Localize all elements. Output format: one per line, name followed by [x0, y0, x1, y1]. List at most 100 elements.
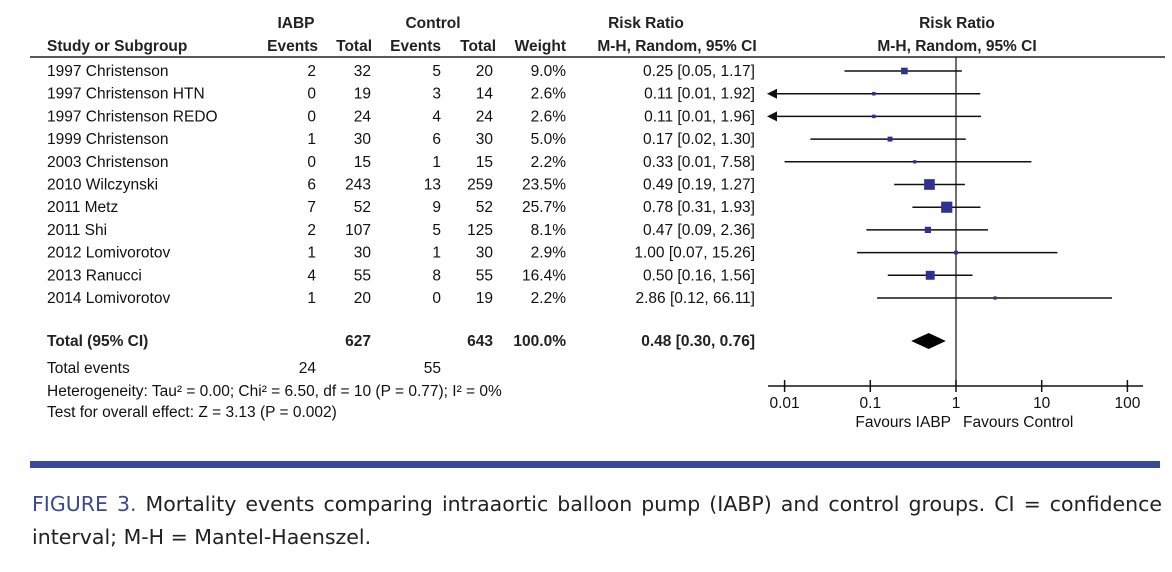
- header-iabp-total: Total: [336, 38, 372, 55]
- iabp-total: 243: [345, 177, 371, 194]
- study-weight: 16.4%: [522, 267, 566, 284]
- control-total: 125: [467, 222, 493, 239]
- caption-text: Mortality events comparing intraaortic b…: [32, 492, 1163, 549]
- control-total: 30: [476, 131, 494, 148]
- control-total: 24: [476, 108, 494, 125]
- header-iabp-events: Events: [267, 38, 318, 55]
- study-weight: 8.1%: [531, 222, 567, 239]
- pooled-diamond: [911, 333, 946, 349]
- study-weight: 25.7%: [522, 199, 566, 216]
- risk-ratio-ci: 0.47 [0.09, 2.36]: [643, 222, 755, 239]
- study-name: 2013 Ranucci: [47, 267, 142, 284]
- point-estimate-marker: [924, 226, 932, 234]
- iabp-total: 107: [345, 222, 371, 239]
- control-events: 1: [432, 154, 441, 171]
- point-estimate-marker: [924, 179, 935, 190]
- iabp-total: 20: [354, 290, 372, 307]
- control-events: 3: [432, 86, 441, 103]
- iabp-events: 2: [307, 222, 316, 239]
- risk-ratio-ci: 1.00 [0.07, 15.26]: [634, 245, 755, 262]
- iabp-total: 32: [354, 63, 371, 80]
- iabp-total: 30: [354, 131, 372, 148]
- plot-header-sub: M-H, Random, 95% CI: [877, 38, 1036, 55]
- control-events: 13: [424, 177, 441, 194]
- header-control-events: Events: [390, 38, 441, 55]
- control-events: 5: [432, 63, 441, 80]
- risk-ratio-ci: 0.11 [0.01, 1.92]: [644, 86, 755, 103]
- total-iabp: 627: [345, 333, 371, 350]
- control-events: 8: [432, 267, 441, 284]
- overall-effect-text: Test for overall effect: Z = 3.13 (P = 0…: [47, 404, 337, 421]
- iabp-total: 52: [354, 199, 371, 216]
- iabp-total: 55: [354, 267, 371, 284]
- iabp-events: 1: [307, 245, 316, 262]
- heterogeneity-text: Heterogeneity: Tau² = 0.00; Chi² = 6.50,…: [47, 383, 502, 400]
- risk-ratio-ci: 0.33 [0.01, 7.58]: [643, 154, 755, 171]
- total-label: Total (95% CI): [47, 333, 148, 350]
- plot-header-top: Risk Ratio: [919, 15, 995, 32]
- study-weight: 2.9%: [531, 245, 567, 262]
- study-name: 2011 Shi: [47, 222, 107, 239]
- study-weight: 2.2%: [531, 154, 567, 171]
- risk-ratio-ci: 0.11 [0.01, 1.96]: [644, 108, 755, 125]
- study-name: 2012 Lomivorotov: [47, 245, 170, 262]
- header-risk-ratio: Risk Ratio: [608, 15, 684, 32]
- point-estimate-marker: [993, 296, 997, 300]
- study-weight: 2.6%: [531, 108, 567, 125]
- total-ci: 0.48 [0.30, 0.76]: [641, 333, 755, 350]
- header-iabp: IABP: [277, 15, 314, 32]
- caption-divider: [30, 461, 1160, 468]
- control-events: 1: [432, 245, 441, 262]
- figure-caption: FIGURE 3. Mortality events comparing int…: [32, 488, 1162, 554]
- control-total: 30: [476, 245, 494, 262]
- risk-ratio-ci: 0.25 [0.05, 1.17]: [643, 63, 755, 80]
- favours-right-label: Favours Control: [963, 414, 1073, 431]
- risk-ratio-ci: 0.50 [0.16, 1.56]: [643, 267, 755, 284]
- iabp-total: 15: [354, 154, 371, 171]
- control-events: 9: [432, 199, 441, 216]
- control-total: 55: [476, 267, 493, 284]
- total-control: 643: [467, 333, 493, 350]
- iabp-events: 1: [307, 131, 316, 148]
- control-total: 15: [476, 154, 493, 171]
- control-events: 0: [432, 290, 441, 307]
- control-events: 5: [432, 222, 441, 239]
- total-events-control: 55: [424, 360, 441, 377]
- iabp-events: 0: [307, 108, 316, 125]
- control-events: 6: [432, 131, 441, 148]
- favours-left-label: Favours IABP: [855, 414, 951, 431]
- study-name: 1997 Christenson REDO: [47, 108, 218, 125]
- point-estimate-marker: [941, 201, 953, 213]
- point-estimate-marker: [872, 91, 876, 96]
- study-name: 2014 Lomivorotov: [47, 290, 170, 307]
- iabp-events: 6: [307, 177, 316, 194]
- study-weight: 2.6%: [531, 86, 567, 103]
- x-tick-label: 1: [952, 395, 961, 412]
- point-estimate-marker: [925, 270, 935, 280]
- header-control: Control: [405, 15, 460, 32]
- figure-label: FIGURE 3.: [32, 492, 137, 516]
- x-tick-label: 100: [1114, 395, 1140, 412]
- arrow-left-icon: [767, 88, 777, 99]
- x-tick-label: 10: [1033, 395, 1051, 412]
- study-name: 2011 Metz: [47, 199, 118, 216]
- study-name: 2003 Christenson: [47, 154, 169, 171]
- control-total: 19: [476, 290, 493, 307]
- point-estimate-marker: [872, 114, 876, 119]
- control-total: 259: [467, 177, 493, 194]
- control-events: 4: [432, 108, 441, 125]
- iabp-events: 2: [307, 63, 316, 80]
- x-tick-label: 0.1: [860, 395, 882, 412]
- risk-ratio-ci: 0.78 [0.31, 1.93]: [643, 199, 755, 216]
- study-name: 1999 Christenson: [47, 131, 169, 148]
- study-weight: 2.2%: [531, 290, 567, 307]
- point-estimate-marker: [954, 250, 958, 255]
- x-tick-label: 0.01: [770, 395, 800, 412]
- header-weight: Weight: [515, 38, 566, 55]
- iabp-events: 0: [307, 154, 316, 171]
- study-weight: 9.0%: [531, 63, 567, 80]
- total-events-iabp: 24: [299, 360, 317, 377]
- control-total: 14: [476, 86, 494, 103]
- iabp-events: 0: [307, 86, 316, 103]
